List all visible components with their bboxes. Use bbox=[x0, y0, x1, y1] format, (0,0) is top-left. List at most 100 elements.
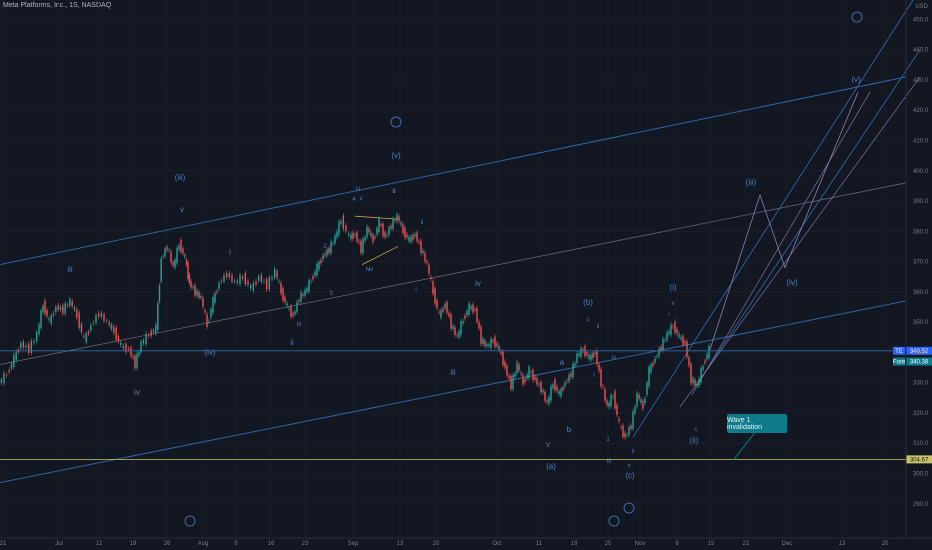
candle-body bbox=[328, 247, 330, 254]
candle-body bbox=[50, 315, 52, 324]
candle-body bbox=[188, 274, 191, 283]
candle-body bbox=[48, 318, 50, 320]
candle-body bbox=[564, 382, 566, 387]
candle-body bbox=[458, 331, 460, 338]
wave-label: i bbox=[593, 373, 594, 379]
candle-body bbox=[312, 276, 314, 280]
candle-body bbox=[514, 373, 516, 377]
wave-label: iii bbox=[356, 187, 360, 193]
candle-body bbox=[474, 309, 476, 311]
candle-body bbox=[410, 236, 412, 243]
candle-body bbox=[33, 341, 35, 343]
candle-body bbox=[166, 246, 168, 251]
candle-body bbox=[624, 433, 626, 438]
candle-body bbox=[326, 249, 328, 256]
candle-body bbox=[95, 315, 97, 323]
candle-body bbox=[178, 245, 180, 250]
candle-body bbox=[64, 303, 66, 314]
candle-body bbox=[294, 311, 296, 315]
y-tick-label: 430.0 bbox=[913, 78, 929, 84]
candle-body bbox=[347, 233, 350, 235]
candle-body bbox=[390, 225, 392, 229]
candle-body bbox=[356, 232, 358, 242]
candle-body bbox=[198, 292, 200, 298]
candle-body bbox=[676, 329, 678, 334]
candle-body bbox=[231, 274, 233, 282]
wave-label: v bbox=[672, 301, 675, 307]
candle-body bbox=[494, 336, 496, 347]
candle-body bbox=[170, 251, 172, 263]
candle-body bbox=[678, 333, 680, 337]
candle-body bbox=[486, 344, 488, 347]
candle-body bbox=[480, 326, 482, 344]
candle-body bbox=[400, 222, 402, 225]
candle-body bbox=[408, 236, 410, 242]
candle-body bbox=[506, 365, 508, 376]
candle-body bbox=[568, 374, 570, 382]
candle-body bbox=[394, 220, 396, 222]
candle-body bbox=[184, 254, 186, 258]
wave-label: i bbox=[668, 312, 669, 318]
candle-body bbox=[310, 281, 312, 283]
candle-body bbox=[286, 303, 288, 306]
candle-body bbox=[212, 297, 214, 313]
wave-label: c bbox=[587, 317, 590, 323]
candle-body bbox=[436, 299, 438, 309]
candle-body bbox=[462, 320, 464, 324]
candle-body bbox=[318, 261, 320, 270]
price-tag-type-bg bbox=[893, 346, 905, 355]
price-tag-bg bbox=[906, 357, 932, 366]
wave-label: v bbox=[360, 196, 363, 202]
candle-body bbox=[130, 347, 132, 357]
candle-body bbox=[468, 303, 470, 315]
wave-label: (v) bbox=[391, 151, 401, 160]
candle-body bbox=[454, 327, 456, 336]
candle-body bbox=[306, 287, 308, 292]
candle-body bbox=[90, 325, 92, 331]
candle-body bbox=[345, 225, 347, 232]
candle-body bbox=[530, 371, 532, 373]
candle-body bbox=[544, 391, 546, 401]
candle-body bbox=[416, 232, 418, 242]
candle-body bbox=[220, 280, 223, 282]
candle-body bbox=[684, 341, 686, 344]
candle-body bbox=[496, 343, 498, 347]
candle-body bbox=[686, 341, 688, 358]
candle-body bbox=[314, 271, 316, 276]
candle-body bbox=[105, 320, 108, 321]
y-tick-label: 340.0 bbox=[913, 350, 929, 356]
candle-body bbox=[664, 340, 666, 341]
candle-body bbox=[532, 369, 534, 381]
candle-body bbox=[284, 296, 286, 302]
candle-body bbox=[586, 352, 588, 356]
candle-body bbox=[176, 247, 178, 264]
candle-body bbox=[249, 285, 252, 289]
candle-body bbox=[22, 341, 25, 348]
wave-label: (v) bbox=[851, 75, 861, 84]
candle-body bbox=[174, 259, 176, 268]
candle-body bbox=[698, 378, 700, 386]
wave-label: c bbox=[695, 427, 698, 433]
candle-body bbox=[442, 308, 444, 312]
y-tick-label: 290.0 bbox=[913, 502, 929, 508]
candle-body bbox=[336, 231, 338, 238]
candle-body bbox=[688, 357, 690, 366]
candle-body bbox=[278, 281, 280, 282]
candle-body bbox=[434, 288, 436, 304]
candle-body bbox=[424, 252, 426, 262]
x-tick-label: 11 bbox=[536, 541, 543, 547]
candle-body bbox=[150, 330, 152, 336]
currency-label: USD bbox=[915, 4, 928, 10]
candle-body bbox=[560, 388, 562, 397]
x-tick-label: 13 bbox=[839, 541, 846, 547]
wave-label: 5 bbox=[392, 189, 396, 195]
x-tick-label: 19 bbox=[130, 541, 137, 547]
candle-body bbox=[374, 236, 376, 238]
candle-body bbox=[100, 312, 103, 317]
candle-body bbox=[566, 380, 568, 382]
candle-body bbox=[470, 306, 472, 309]
candle-body bbox=[440, 310, 442, 318]
candle-body bbox=[225, 273, 228, 278]
candle-body bbox=[255, 281, 257, 285]
